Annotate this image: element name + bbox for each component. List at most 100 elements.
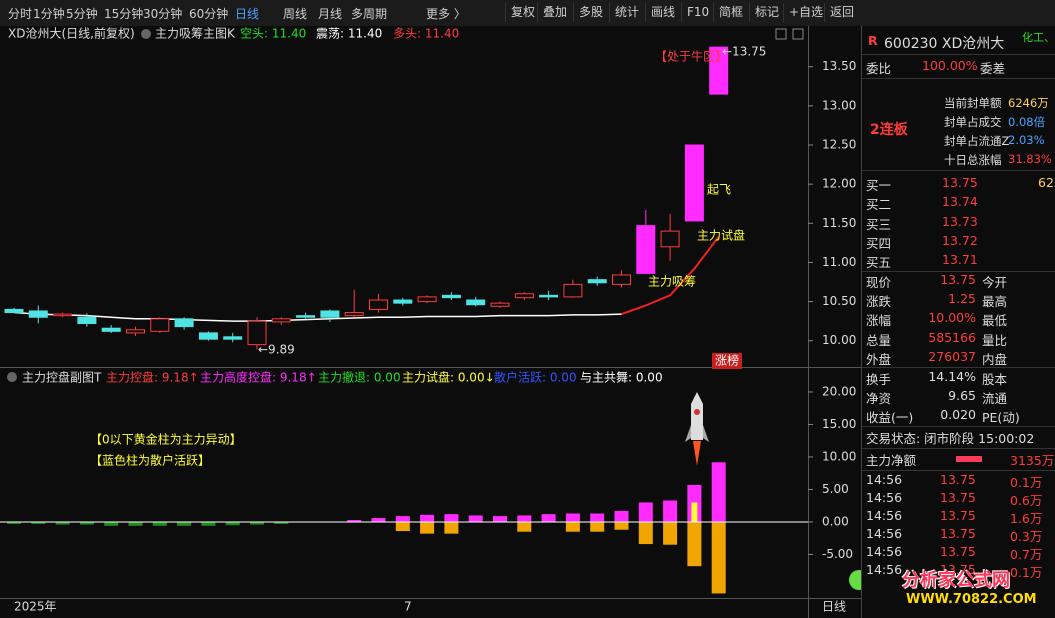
net-bar (956, 456, 982, 462)
annotation: ←13.75 (722, 45, 766, 59)
candle-body (490, 302, 510, 307)
quote-text: 3135万 (1010, 453, 1055, 468)
tool-button[interactable]: +自选 (783, 3, 828, 22)
candle-body (4, 308, 24, 314)
bar (128, 521, 143, 526)
quote-text: 13.71 (942, 252, 978, 268)
quote-text: 9.65 (948, 388, 976, 404)
quote-text: 1.6万 (1010, 511, 1043, 526)
bar (541, 514, 556, 522)
quote-text: 14:56 (866, 472, 903, 487)
quote-text: 化工、 (1022, 31, 1055, 44)
bar (79, 521, 94, 525)
quote-text: 内盘 (982, 351, 1008, 367)
bar (565, 521, 580, 532)
period-tab[interactable]: 60分钟 (189, 7, 229, 21)
quote-text: 276037 (928, 348, 976, 364)
bar (274, 521, 289, 524)
bar (444, 521, 459, 534)
quote-text: 13.75 (940, 272, 976, 287)
period-tab[interactable]: 更多 〉 (426, 7, 466, 21)
legend-item: 震荡: 11.40 (316, 27, 382, 41)
quote-text: 13.75 (942, 175, 978, 190)
candle-body (223, 336, 243, 340)
tool-button[interactable]: 标记 (749, 3, 784, 22)
tool-button[interactable]: 返回 (824, 3, 859, 22)
quote-text: 涨跌 (866, 294, 892, 310)
tool-button[interactable]: 简框 (713, 3, 748, 22)
period-tab[interactable]: 多周期 (351, 7, 388, 21)
quote-panel: R 600230 XD沧州大 化工、 委比 100.00% 委差 2连板 当前封单额 6246万… (861, 26, 1055, 618)
legend-item: 主力试盘: 0.00↓ (402, 370, 495, 385)
candle-body (53, 313, 73, 317)
legend-item: 与主共舞: 0.00 (580, 371, 663, 385)
quote-text: 14:56 (866, 508, 903, 523)
annotation: 起飞 (707, 183, 731, 197)
candle-body (539, 294, 559, 298)
period-tab[interactable]: 月线 (318, 7, 343, 21)
quote-text: 买一 (866, 178, 892, 193)
tool-button[interactable]: F10 (681, 3, 714, 22)
bar (468, 515, 483, 522)
candle-body (126, 329, 145, 334)
candle-body (612, 274, 631, 285)
candle-body (247, 320, 267, 346)
y-tick-label: 5.00 (822, 482, 849, 496)
bar (565, 513, 580, 522)
quote-text: 流通 (982, 391, 1008, 407)
indicator-line (13, 311, 622, 322)
period-tab[interactable]: 周线 (283, 7, 308, 21)
tool-button[interactable]: 叠加 (537, 3, 572, 22)
period-tab[interactable]: 30分钟 (143, 7, 183, 21)
separator (862, 448, 1055, 449)
chart-title: XD沧州大(日线,前复权) (8, 26, 135, 41)
period-tab[interactable]: 1分钟 (33, 7, 65, 21)
bar (31, 521, 46, 524)
period-tab[interactable]: 日线 (235, 7, 260, 21)
quote-text: 涨幅 (866, 313, 892, 329)
bar (7, 521, 21, 524)
annotation: ←9.89 (258, 343, 295, 357)
separator (862, 426, 1055, 427)
candle-body (150, 318, 170, 332)
candle-body (198, 332, 218, 340)
tool-button[interactable]: 多股 (573, 3, 608, 22)
separator (862, 78, 1055, 79)
annotation: 主力试盘 (697, 228, 745, 243)
tool-button[interactable]: 复权 (505, 3, 540, 22)
legend-item: 主力高度控盘: 9.18↑ (200, 370, 317, 385)
quote-text: 13.75 (940, 508, 976, 523)
y-tick-label: 10.00 (822, 449, 856, 463)
quote-text: PE(动) (982, 410, 1020, 426)
quote-text: 13.75 (940, 490, 976, 505)
period-tab[interactable]: 分时 (8, 7, 33, 21)
quote-text: 0.7万 (1010, 547, 1043, 562)
quote-text: 封单占流通Z (944, 134, 1010, 148)
period-tab[interactable]: 5分钟 (66, 7, 98, 21)
candle-body (77, 316, 97, 325)
candle-body (271, 318, 291, 323)
candle-body (344, 312, 364, 317)
candle-body (709, 46, 729, 95)
bar (55, 521, 70, 525)
quote-text: 买二 (866, 197, 892, 213)
quote-text: 股本 (982, 372, 1008, 387)
x-tick-label: 2025年 (14, 600, 57, 614)
quote-text: 13.75 (940, 472, 976, 487)
legend-item: 散户活跃: 0.00 (494, 370, 577, 385)
annotation: 涨榜 (715, 353, 739, 368)
bar (590, 513, 605, 522)
quote-text: 最低 (982, 313, 1008, 329)
quote-text: R (868, 33, 878, 48)
quote-text: 14:56 (866, 526, 903, 541)
separator (862, 271, 1055, 272)
tool-button[interactable]: 画线 (645, 3, 680, 22)
separator (862, 54, 1055, 55)
quote-text: 今开 (982, 275, 1008, 290)
period-tab[interactable]: 15分钟 (104, 7, 144, 21)
badge (712, 353, 742, 369)
bar (395, 521, 410, 532)
tool-button[interactable]: 统计 (609, 3, 644, 22)
candle-body (660, 230, 680, 248)
